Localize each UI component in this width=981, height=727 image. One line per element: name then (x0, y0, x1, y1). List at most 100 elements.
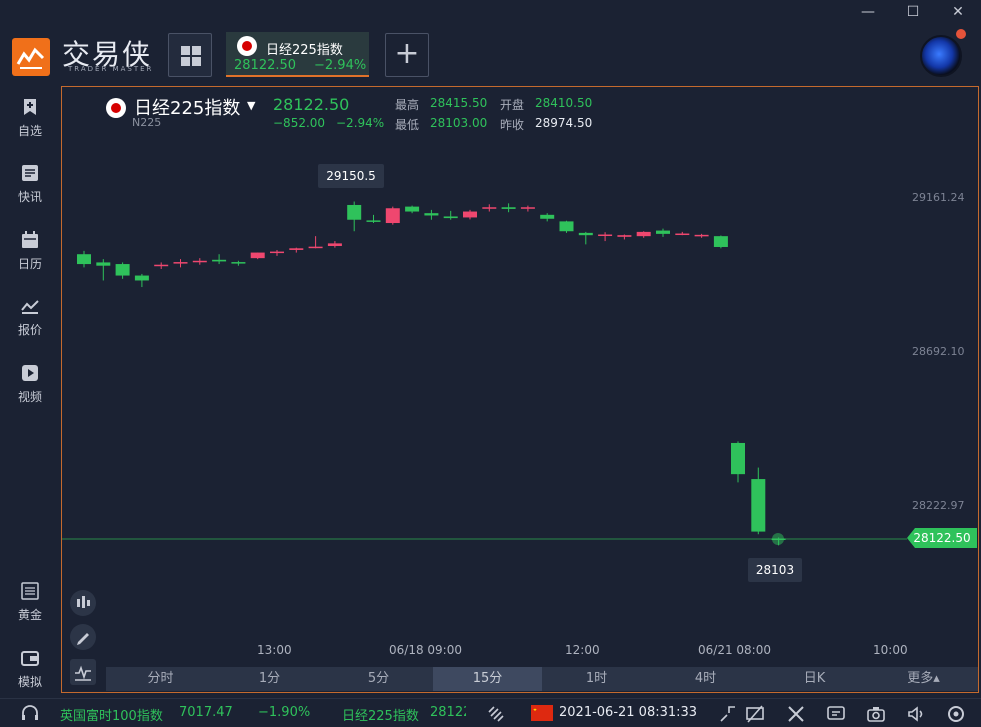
close-button[interactable]: ✕ (952, 4, 964, 20)
bookmark-add-icon (24, 99, 36, 115)
prev-close-label: 昨收 (500, 118, 525, 132)
avatar[interactable] (920, 35, 962, 77)
sidebar-item-watchlist[interactable]: 自选 (0, 98, 60, 139)
timeframe-1[interactable]: 1分 (258, 671, 281, 686)
candle (366, 214, 381, 224)
candle-body (694, 234, 709, 237)
candle-body (751, 479, 766, 532)
notification-dot (956, 29, 966, 39)
tools-icon[interactable] (786, 704, 806, 724)
candle-body (598, 234, 613, 237)
sidebar-item-label: 日历 (17, 257, 42, 271)
app-logo-text: 交易侠 (62, 38, 153, 71)
japan-flag-icon (237, 36, 257, 56)
candle (617, 234, 632, 240)
candle-body (424, 213, 439, 216)
sidebar-item-quotes[interactable]: 报价 (0, 297, 60, 338)
maximize-button[interactable]: ☐ (906, 4, 920, 20)
candle-body (308, 246, 323, 249)
candle (347, 201, 362, 232)
sidebar: 自选 快讯 日历 报价 视频 黄金 模拟 (0, 88, 60, 698)
symbol-name[interactable]: 日经225指数 (134, 98, 241, 119)
ticker-name[interactable]: 日经225指数 (342, 709, 419, 724)
tab-price: 28122.50 (234, 58, 297, 73)
candle (308, 236, 323, 249)
trend-line-icon (21, 300, 39, 314)
sidebar-item-gold[interactable]: 黄金 (0, 582, 60, 623)
speaker-icon[interactable] (906, 704, 926, 724)
candle (385, 206, 400, 225)
sidebar-item-news[interactable]: 快讯 (0, 164, 60, 205)
candle (115, 262, 130, 279)
candle (694, 233, 709, 238)
calendar-icon (22, 231, 38, 248)
link-icon[interactable] (486, 704, 506, 724)
minimize-button[interactable]: — (861, 4, 875, 20)
timeframe-2[interactable]: 5分 (367, 671, 390, 686)
settings-icon[interactable] (946, 704, 966, 724)
layout-grid-button[interactable] (168, 33, 212, 77)
sidebar-item-video[interactable]: 视频 (0, 364, 60, 405)
sidebar-item-label: 快讯 (17, 190, 42, 204)
sidebar-item-label: 模拟 (17, 675, 42, 689)
candle (270, 249, 284, 256)
logo-icon (12, 38, 50, 76)
latest-point-glow (772, 532, 784, 545)
timeframe-6[interactable]: 日K (803, 671, 826, 686)
timeframe-7[interactable]: 更多▴ (907, 671, 940, 686)
chart-mode-button[interactable] (70, 659, 96, 685)
candle-body (115, 264, 130, 276)
candle (405, 205, 420, 214)
add-tab-button[interactable]: + (385, 33, 429, 77)
clock: 2021-06-21 08:31:33 (559, 705, 698, 720)
candle-body (366, 220, 381, 222)
grid-icon (181, 46, 201, 66)
open-label: 开盘 (500, 98, 525, 112)
candle (250, 252, 265, 260)
gold-icon (21, 582, 39, 600)
candle-body (77, 254, 91, 265)
candle (154, 262, 169, 269)
title-bar: 交易侠 TRADER MASTER 日经225指数 28122.50 −2.94… (0, 0, 981, 88)
symbol-dropdown-icon[interactable]: ▼ (247, 99, 256, 112)
price-change: −852.00 (273, 116, 326, 130)
timeframe-4[interactable]: 1时 (585, 671, 608, 686)
candle (231, 260, 246, 266)
tab-name: 日经225指数 (266, 43, 343, 58)
tab-change: −2.94% (314, 58, 367, 73)
headset-icon[interactable] (20, 704, 40, 724)
candle-body (134, 275, 149, 281)
candle (463, 209, 477, 220)
ticker-name[interactable]: 英国富时100指数 (60, 709, 163, 724)
candle-body (656, 230, 670, 234)
timeframe-0[interactable]: 分时 (147, 671, 174, 686)
timeframe-3[interactable]: 15分 (433, 667, 542, 691)
camera-icon[interactable] (866, 704, 886, 724)
china-flag-icon (531, 705, 553, 721)
sidebar-item-label: 黄金 (17, 608, 42, 622)
x-tick-label: 06/18 09:00 (389, 643, 462, 657)
candle (327, 241, 342, 248)
candle (192, 258, 207, 265)
message-icon[interactable] (826, 704, 846, 724)
candle-body (482, 207, 497, 209)
open-value: 28410.50 (535, 96, 593, 110)
fullscreen-icon[interactable] (718, 704, 738, 724)
candlestick-chart[interactable] (62, 87, 980, 694)
candle-body (443, 216, 458, 219)
screen-off-icon[interactable] (745, 704, 765, 724)
tab-n225[interactable]: 日经225指数 28122.50 −2.94% (226, 32, 369, 77)
timeframe-5[interactable]: 4时 (694, 671, 717, 686)
draw-tool-button[interactable] (70, 624, 96, 650)
japan-flag-icon (106, 98, 126, 118)
sidebar-item-label: 视频 (17, 390, 42, 404)
indicator-tool-button[interactable] (70, 590, 96, 616)
candle (578, 231, 593, 245)
candle-body (731, 442, 745, 475)
candle-body (617, 235, 632, 237)
prev-close-value: 28974.50 (535, 116, 593, 130)
candle (134, 273, 149, 288)
low-label: 最低 (395, 118, 420, 132)
sidebar-item-simulate[interactable]: 模拟 (0, 649, 60, 690)
sidebar-item-calendar[interactable]: 日历 (0, 231, 60, 272)
